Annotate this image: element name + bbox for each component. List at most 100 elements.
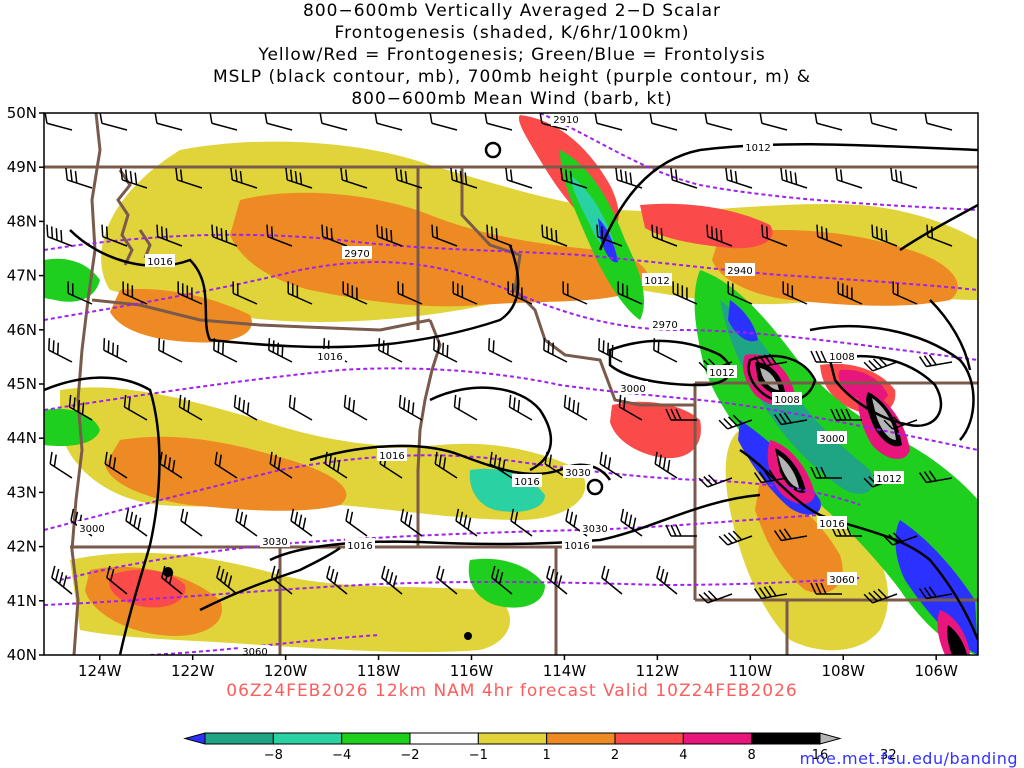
svg-text:2940: 2940 <box>727 266 752 277</box>
height-label: 3060 <box>827 572 857 586</box>
svg-text:1016: 1016 <box>147 257 172 268</box>
lon-tick-label: 106W <box>914 662 958 680</box>
svg-text:3060: 3060 <box>829 575 854 586</box>
forecast-valid-caption: 06Z24FEB2026 12km NAM 4hr forecast Valid… <box>226 681 798 701</box>
height-label: 3030 <box>580 521 610 535</box>
colorbar-tick-label: −2 <box>400 748 419 763</box>
shade-red-idaho <box>610 401 701 459</box>
mslp-label: 1012 <box>874 471 904 485</box>
colorbar-swatch <box>682 732 753 745</box>
lat-tick-label: 50N <box>7 104 37 122</box>
wind-barb <box>510 508 533 537</box>
wind-barb <box>782 281 808 305</box>
wind-barb <box>563 394 588 421</box>
wind-barb <box>883 532 918 546</box>
mslp-label: 1016 <box>817 516 847 530</box>
wind-barb <box>103 338 128 363</box>
title-line-2: Frontogenesis (shaded, K/6hr/100km) <box>334 23 690 43</box>
shade-blue-east-3 <box>728 300 758 342</box>
mslp-contour-1012-ne <box>929 299 972 371</box>
height-label: 3000 <box>618 381 648 395</box>
wind-barb <box>180 508 203 537</box>
height-contour-3060 <box>44 577 861 606</box>
wind-barb <box>120 167 148 189</box>
wind-barb <box>101 224 128 247</box>
svg-text:3030: 3030 <box>565 468 590 479</box>
svg-text:3030: 3030 <box>582 524 607 535</box>
map-layers: 1012 1016 1016 1016 1016 1016 1012 1012 … <box>44 113 978 655</box>
wind-barb <box>161 565 183 595</box>
longitude-axis: 124W 122W 120W 118W 116W 114W 112W 110W 108W 106W <box>78 655 958 680</box>
shade-blue-east-2 <box>895 520 978 655</box>
wind-barb <box>773 412 808 426</box>
wind-barb <box>883 416 918 430</box>
wind-barb <box>656 565 678 595</box>
wind-barb <box>177 281 203 305</box>
wind-barb <box>863 356 898 372</box>
wind-barb <box>837 281 863 305</box>
svg-text:1012: 1012 <box>644 276 669 287</box>
height-label: 2940 <box>725 263 755 277</box>
wind-barb <box>232 281 258 305</box>
mslp-label: 1012 <box>642 273 672 287</box>
wind-barb <box>698 590 733 604</box>
wind-barb <box>665 408 697 421</box>
wind-barb <box>434 451 458 479</box>
wind-barb <box>343 394 368 421</box>
wind-barb <box>560 167 588 189</box>
wind-barb <box>830 408 862 421</box>
wind-barb <box>651 224 678 247</box>
mslp-contour-1016-sw <box>199 546 341 612</box>
coastline <box>70 113 102 655</box>
shade-green-south <box>468 558 545 608</box>
lon-tick-label: 122W <box>171 662 215 680</box>
colorbar-tick-label: 1 <box>543 748 551 763</box>
height-contour-3030 <box>44 454 861 531</box>
wind-barb <box>541 224 568 247</box>
source-credit-link[interactable]: moe.met.fsu.edu/banding <box>799 749 1018 768</box>
lon-tick-label: 114W <box>543 662 587 680</box>
height-contour-2940 <box>44 233 978 291</box>
wind-barb <box>780 167 808 189</box>
wind-barb <box>376 224 403 247</box>
wind-barb <box>395 167 423 189</box>
wind-barb <box>235 508 258 537</box>
shade-green-northwest <box>44 258 100 302</box>
mslp-label: 1012 <box>707 365 737 379</box>
lat-tick-label: 46N <box>7 321 37 339</box>
wind-barb <box>345 508 368 537</box>
latitude-axis: 50N 49N 48N 47N 46N 45N 44N 43N 42N 41N 40N <box>7 104 44 664</box>
colorbar-tick-label: −8 <box>264 748 283 763</box>
wind-barb <box>620 508 643 537</box>
colorbar: −8 −4 −2 −1 1 2 4 8 16 32 <box>183 732 897 763</box>
wind-barb <box>706 224 733 247</box>
wind-barb <box>810 582 842 595</box>
lon-tick-label: 120W <box>264 662 308 680</box>
wind-barb <box>491 565 513 595</box>
mslp-contour-1012-north <box>598 142 978 251</box>
mslp-contour-1012-southeast <box>739 448 978 641</box>
lon-tick-label: 116W <box>450 662 494 680</box>
chart-title: 800−600mb Vertically Averaged 2−D Scalar… <box>0 0 1024 110</box>
wind-barb <box>266 224 293 247</box>
colorbar-tick-label: −1 <box>469 748 488 763</box>
svg-text:1008: 1008 <box>774 395 799 406</box>
lat-tick-label: 42N <box>7 538 37 556</box>
wind-barb <box>505 167 533 189</box>
lon-tick-label: 118W <box>357 662 401 680</box>
wind-barb <box>230 167 258 189</box>
wind-barb <box>156 224 183 247</box>
wind-barb <box>665 524 697 537</box>
shade-green-west <box>44 408 100 447</box>
svg-text:3000: 3000 <box>819 434 844 445</box>
shade-gray-core-2 <box>872 398 896 440</box>
height-contour-3030b <box>59 514 821 581</box>
wind-barb <box>918 470 953 484</box>
svg-text:1016: 1016 <box>514 477 539 488</box>
id-mt-border <box>460 167 695 407</box>
wind-barb <box>453 394 478 421</box>
mslp-label: 1016 <box>377 448 407 462</box>
wind-barb <box>725 167 753 189</box>
wind-barb <box>599 451 623 479</box>
